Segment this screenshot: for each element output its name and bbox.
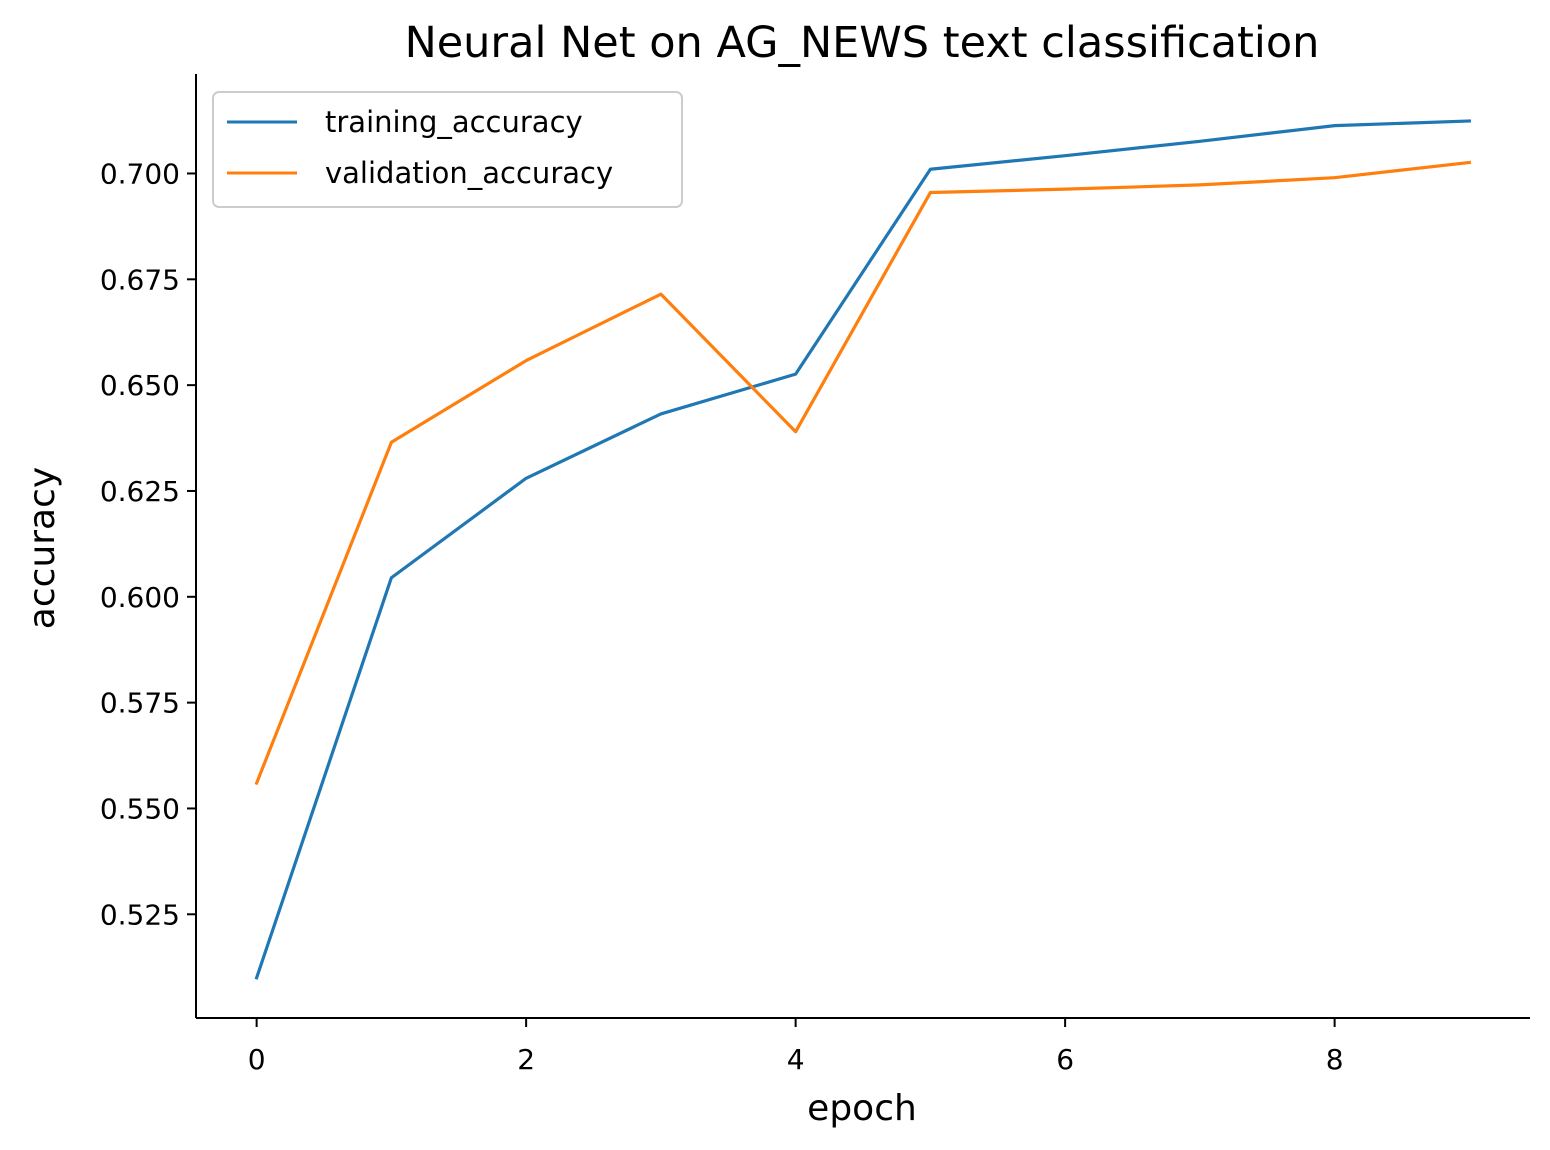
x-tick-label: 6	[1056, 1043, 1074, 1076]
x-tick-label: 2	[517, 1043, 535, 1076]
x-axis-ticks: 0 2 4 6 8	[248, 1018, 1344, 1076]
y-tick-label: 0.600	[100, 581, 180, 614]
x-axis-title: epoch	[807, 1088, 917, 1129]
y-tick-label: 0.650	[100, 369, 180, 402]
chart-title: Neural Net on AG_NEWS text classificatio…	[405, 18, 1320, 68]
y-axis-title: accuracy	[22, 467, 63, 629]
x-tick-label: 0	[248, 1043, 266, 1076]
y-tick-label: 0.625	[100, 475, 180, 508]
series-line-training-accuracy	[254, 119, 1472, 980]
series-layer	[254, 119, 1472, 980]
y-tick-label: 0.700	[100, 157, 180, 190]
x-tick-label: 4	[787, 1043, 805, 1076]
legend: training_accuracy validation_accuracy	[212, 91, 683, 208]
y-tick-label: 0.675	[100, 263, 180, 296]
legend-label-validation-accuracy: validation_accuracy	[325, 156, 613, 190]
legend-frame	[212, 91, 683, 208]
legend-label-training-accuracy: training_accuracy	[325, 105, 583, 139]
x-tick-label: 8	[1326, 1043, 1344, 1076]
y-tick-label: 0.550	[100, 792, 180, 825]
y-axis-ticks: 0.525 0.550 0.575 0.600 0.625 0.650 0.675 0.700	[100, 157, 196, 931]
series-line-validation-accuracy	[254, 160, 1472, 786]
y-tick-label: 0.525	[100, 898, 180, 931]
y-tick-label: 0.575	[100, 687, 180, 720]
